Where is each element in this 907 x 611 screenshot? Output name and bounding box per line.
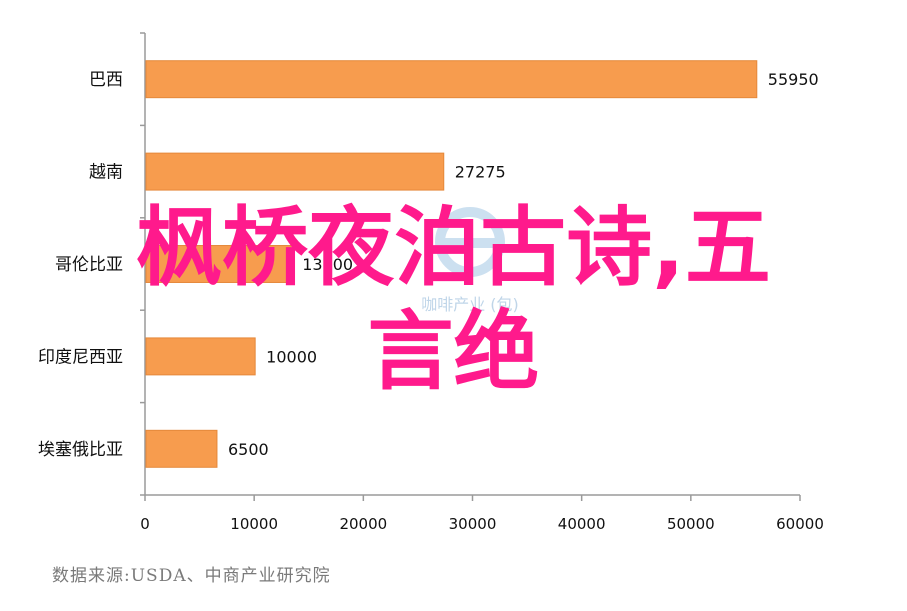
category-label: 哥伦比亚 <box>55 255 123 275</box>
x-tick-label: 20000 <box>339 515 387 533</box>
watermark-logo: 咖啡产业 (包) <box>421 207 519 314</box>
overlay-line-1: 枫桥夜泊古诗,五 <box>136 198 771 298</box>
bar <box>145 337 256 376</box>
bar <box>145 429 218 468</box>
overlay-title: 枫桥夜泊古诗,五 言绝 <box>0 196 907 404</box>
x-tick-label: 0 <box>140 515 150 533</box>
overlay-line-2: 言绝 <box>367 302 540 402</box>
x-tick-label: 10000 <box>230 515 278 533</box>
data-label: 13300 <box>302 255 353 274</box>
data-label: 10000 <box>266 347 317 366</box>
category-label: 巴西 <box>89 70 123 90</box>
bar <box>145 152 445 191</box>
data-label: 55950 <box>768 70 819 89</box>
chart-axes <box>140 32 801 501</box>
x-tick-label: 30000 <box>449 515 497 533</box>
x-tick-label: 60000 <box>776 515 824 533</box>
source-note: 数据来源:USDA、中商产业研究院 <box>52 566 331 586</box>
data-label: 6500 <box>228 440 269 459</box>
category-label: 印度尼西亚 <box>38 347 123 367</box>
bar <box>145 245 292 283</box>
x-tick-label: 40000 <box>558 515 606 533</box>
watermark-text: 咖啡产业 (包) <box>421 295 519 314</box>
value-labels: 55950 27275 13300 10000 6500 <box>228 70 819 459</box>
data-label: 27275 <box>455 163 506 182</box>
category-label: 越南 <box>89 163 123 183</box>
x-tick-label: 50000 <box>667 515 715 533</box>
bar <box>145 60 758 99</box>
x-tick-labels: 0 10000 20000 30000 40000 50000 60000 <box>140 515 824 533</box>
chart-bars <box>145 60 758 468</box>
category-label: 埃塞俄比亚 <box>38 440 123 460</box>
